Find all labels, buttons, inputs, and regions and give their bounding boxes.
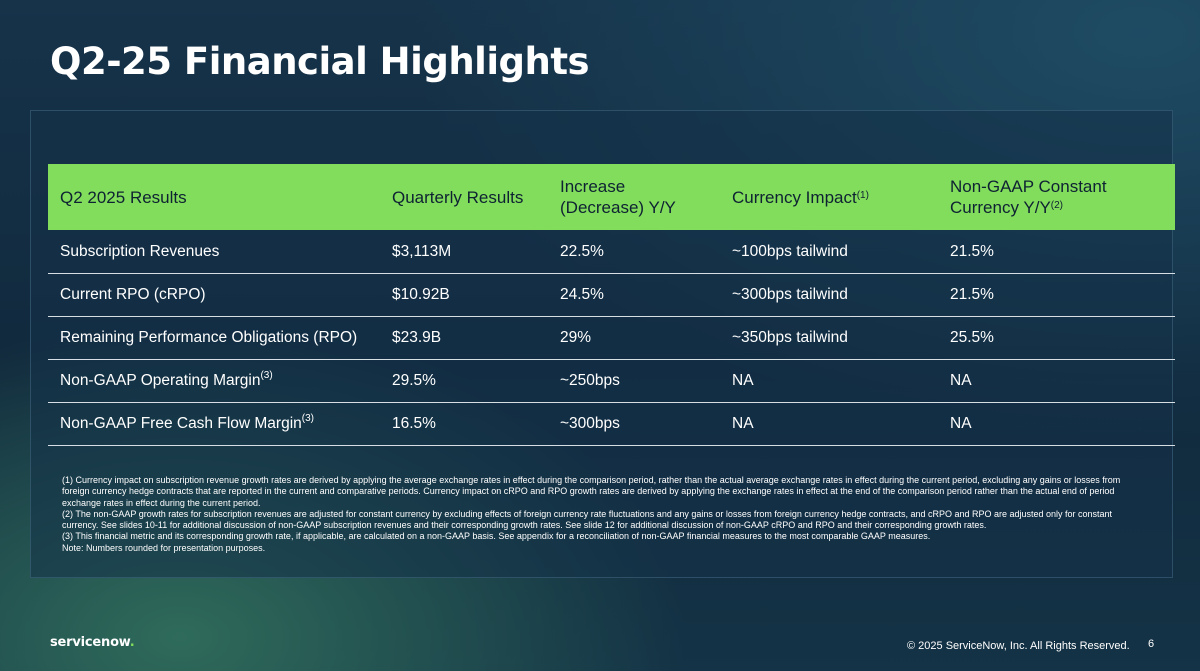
- footnote-note: Note: Numbers rounded for presentation p…: [62, 542, 266, 553]
- header-constant-currency: Non-GAAP Constant Currency Y/Y(2): [950, 177, 1107, 217]
- copyright-text: © 2025 ServiceNow, Inc. All Rights Reser…: [907, 640, 1130, 652]
- financial-highlights-table: Q2 2025 Results Quarterly Results Increa…: [48, 164, 1175, 446]
- constant-cell: 21.5%: [938, 273, 1175, 317]
- change-cell: ~300bps: [548, 402, 720, 446]
- table-header-row: Q2 2025 Results Quarterly Results Increa…: [48, 164, 1175, 230]
- metric-cell: Non-GAAP Free Cash Flow Margin(3): [48, 402, 380, 446]
- constant-cell: NA: [938, 359, 1175, 403]
- footnote-1: (1) Currency impact on subscription reve…: [62, 475, 1121, 508]
- table-row: Subscription Revenues $3,113M 22.5% ~100…: [48, 230, 1175, 274]
- table-row: Non-GAAP Operating Margin(3) 29.5% ~250b…: [48, 359, 1175, 403]
- table-row: Current RPO (cRPO) $10.92B 24.5% ~300bps…: [48, 273, 1175, 317]
- footnote-2: (2) The non-GAAP growth rates for subscr…: [62, 508, 1113, 531]
- metric-cell: Remaining Performance Obligations (RPO): [48, 316, 380, 360]
- currency-cell: NA: [720, 402, 938, 446]
- constant-cell: 25.5%: [938, 316, 1175, 360]
- change-cell: 24.5%: [548, 273, 720, 317]
- quarterly-cell: 29.5%: [380, 359, 548, 403]
- change-cell: 29%: [548, 316, 720, 360]
- header-results: Q2 2025 Results: [60, 187, 187, 207]
- metric-cell: Current RPO (cRPO): [48, 273, 380, 317]
- currency-cell: NA: [720, 359, 938, 403]
- metric-cell: Subscription Revenues: [48, 230, 380, 274]
- currency-cell: ~100bps tailwind: [720, 230, 938, 274]
- footnote-ref: (2): [1050, 200, 1064, 211]
- servicenow-logo: servicenow.: [50, 635, 135, 650]
- footnotes: (1) Currency impact on subscription reve…: [62, 475, 1142, 554]
- table-row: Non-GAAP Free Cash Flow Margin(3) 16.5% …: [48, 402, 1175, 446]
- change-cell: ~250bps: [548, 359, 720, 403]
- page-number: 6: [1148, 638, 1155, 650]
- header-quarterly: Quarterly Results: [392, 187, 524, 207]
- footnote-ref: (1): [856, 189, 869, 201]
- quarterly-cell: 16.5%: [380, 402, 548, 446]
- footnote-ref: (3): [301, 413, 315, 424]
- quarterly-cell: $10.92B: [380, 273, 548, 317]
- metric-cell: Non-GAAP Operating Margin(3): [48, 359, 380, 403]
- footnote-ref: (3): [260, 370, 273, 381]
- quarterly-cell: $3,113M: [380, 230, 548, 274]
- page-title: Q2-25 Financial Highlights: [50, 40, 590, 83]
- table-row: Remaining Performance Obligations (RPO) …: [48, 316, 1175, 360]
- header-change: Increase (Decrease) Y/Y: [560, 177, 676, 217]
- currency-cell: ~350bps tailwind: [720, 316, 938, 360]
- header-currency-impact: Currency Impact(1): [732, 187, 869, 207]
- footnote-3: (3) This financial metric and its corres…: [62, 531, 931, 542]
- constant-cell: NA: [938, 402, 1175, 446]
- currency-cell: ~300bps tailwind: [720, 273, 938, 317]
- change-cell: 22.5%: [548, 230, 720, 274]
- constant-cell: 21.5%: [938, 230, 1175, 274]
- quarterly-cell: $23.9B: [380, 316, 548, 360]
